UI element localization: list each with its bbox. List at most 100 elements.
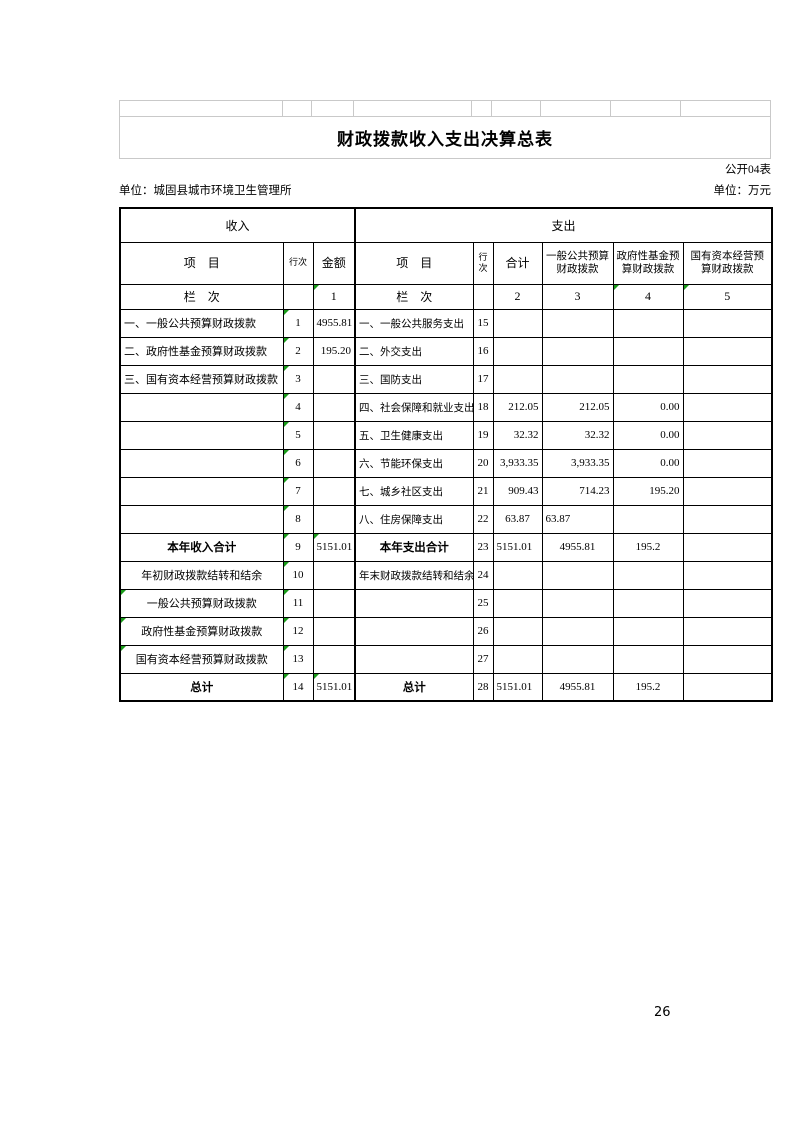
income-line-no-cell: 14	[282, 672, 314, 702]
income-amount-cell	[312, 588, 356, 618]
expense-state-capital-cell	[682, 616, 773, 646]
expense-general-budget-cell	[541, 560, 614, 590]
expense-total-cell: 5151.01	[492, 532, 543, 562]
empty-cell	[120, 101, 283, 116]
empty-cell	[492, 101, 541, 116]
income-item-cell: 政府性基金预算财政拨款	[119, 616, 284, 646]
expense-gov-fund-cell: 0.00	[612, 392, 684, 422]
expense-state-capital-cell	[682, 476, 773, 506]
expense-line-no-cell: 16	[472, 336, 494, 366]
income-amount-header: 金额	[312, 241, 356, 285]
expense-state-capital-cell	[682, 420, 773, 450]
expense-gov-fund-cell	[612, 308, 684, 338]
income-amount-cell	[312, 616, 356, 646]
expense-general-budget-cell: 212.05	[541, 392, 614, 422]
expense-gov-fund-cell: 0.00	[612, 420, 684, 450]
unit-row: 单位：城固县城市环境卫生管理所 单位：万元	[119, 183, 771, 199]
table-row: 8 八、住房保障支出 22 63.87 63.87	[119, 504, 773, 534]
income-line-no-cell: 2	[282, 336, 314, 366]
income-item-cell: 一般公共预算财政拨款	[119, 588, 284, 618]
expense-item-cell: 四、社会保障和就业支出	[354, 392, 474, 422]
expense-line-no-cell: 25	[472, 588, 494, 618]
income-item-cell	[119, 448, 284, 478]
expense-state-capital-cell	[682, 532, 773, 562]
expense-total-cell: 212.05	[492, 392, 543, 422]
table-row: 4 四、社会保障和就业支出 18 212.05 212.05 0.00	[119, 392, 773, 422]
expense-state-capital-cell	[682, 672, 773, 702]
expense-total-cell: 3,933.35	[492, 448, 543, 478]
income-lanci-blank	[282, 283, 314, 310]
income-line-no-cell: 6	[282, 448, 314, 478]
budget-table: 收入 支出 项 目 行次 金额 项 目 行次 合计 一般公共预算财政拨款 政府性…	[119, 207, 774, 702]
expense-gov-fund-cell	[612, 616, 684, 646]
income-item-cell: 总计	[119, 672, 284, 702]
expense-total-cell: 5151.01	[492, 672, 543, 702]
expense-item-cell: 七、城乡社区支出	[354, 476, 474, 506]
expense-state-capital-cell	[682, 308, 773, 338]
column-number-row: 栏 次 1 栏 次 2 3 4 5	[119, 283, 773, 310]
income-amount-cell	[312, 420, 356, 450]
empty-cell	[312, 101, 355, 116]
expense-state-capital-cell	[682, 336, 773, 366]
spreadsheet-empty-row	[119, 100, 771, 117]
expense-gov-fund-cell	[612, 560, 684, 590]
income-lanci-label: 栏 次	[119, 283, 284, 310]
income-item-cell	[119, 504, 284, 534]
table-row: 一、一般公共预算财政拨款 1 4955.81 一、一般公共服务支出 15	[119, 308, 773, 338]
table-row: 6 六、节能环保支出 20 3,933.35 3,933.35 0.00	[119, 448, 773, 478]
income-item-cell: 本年收入合计	[119, 532, 284, 562]
column-header-row: 项 目 行次 金额 项 目 行次 合计 一般公共预算财政拨款 政府性基金预算财政…	[119, 241, 773, 285]
title-box: 财政拨款收入支出决算总表	[119, 117, 771, 159]
empty-cell	[611, 101, 682, 116]
income-amount-cell: 4955.81	[312, 308, 356, 338]
expense-lanci-blank	[472, 283, 494, 310]
income-item-cell	[119, 476, 284, 506]
expense-line-no-header: 行次	[472, 241, 494, 285]
expense-total-cell: 63.87	[492, 504, 543, 534]
income-item-cell	[119, 420, 284, 450]
form-code: 公开04表	[725, 164, 771, 176]
state-capital-header: 国有资本经营预算财政拨款	[682, 241, 773, 285]
expense-line-no-cell: 27	[472, 644, 494, 674]
income-amount-cell	[312, 364, 356, 394]
expense-general-budget-cell	[541, 644, 614, 674]
expense-item-cell: 年末财政拨款结转和结余	[354, 560, 474, 590]
expense-state-capital-cell	[682, 392, 773, 422]
expense-line-no-cell: 20	[472, 448, 494, 478]
expense-total-cell	[492, 560, 543, 590]
report-content: 财政拨款收入支出决算总表 公开04表 单位：城固县城市环境卫生管理所 单位：万元…	[119, 100, 774, 702]
expense-general-budget-cell	[541, 336, 614, 366]
income-amount-col-no: 1	[312, 283, 356, 310]
expense-item-cell: 二、外交支出	[354, 336, 474, 366]
expense-item-cell	[354, 644, 474, 674]
income-amount-cell	[312, 476, 356, 506]
expense-gov-fund-cell	[612, 336, 684, 366]
table-row: 总计 14 5151.01 总计 28 5151.01 4955.81 195.2	[119, 672, 773, 702]
expense-item-cell: 八、住房保障支出	[354, 504, 474, 534]
table-row: 5 五、卫生健康支出 19 32.32 32.32 0.00	[119, 420, 773, 450]
income-line-no-cell: 8	[282, 504, 314, 534]
empty-cell	[541, 101, 612, 116]
expense-gov-fund-cell	[612, 364, 684, 394]
expense-total-header: 合计	[492, 241, 543, 285]
expense-total-cell	[492, 364, 543, 394]
income-item-cell: 年初财政拨款结转和结余	[119, 560, 284, 590]
income-line-no-cell: 9	[282, 532, 314, 562]
expense-general-budget-cell: 714.23	[541, 476, 614, 506]
expense-gov-fund-cell: 195.2	[612, 672, 684, 702]
expense-gov-fund-cell: 0.00	[612, 448, 684, 478]
empty-cell	[354, 101, 472, 116]
income-amount-cell: 5151.01	[312, 672, 356, 702]
income-item-header: 项 目	[119, 241, 284, 285]
income-line-no-cell: 11	[282, 588, 314, 618]
expense-lanci-label: 栏 次	[354, 283, 474, 310]
expense-line-no-cell: 26	[472, 616, 494, 646]
income-amount-cell: 5151.01	[312, 532, 356, 562]
income-amount-cell	[312, 644, 356, 674]
gov-fund-col-no: 4	[612, 283, 684, 310]
expense-line-no-cell: 19	[472, 420, 494, 450]
expense-item-cell: 三、国防支出	[354, 364, 474, 394]
expense-total-cell: 909.43	[492, 476, 543, 506]
income-item-cell: 三、国有资本经营预算财政拨款	[119, 364, 284, 394]
